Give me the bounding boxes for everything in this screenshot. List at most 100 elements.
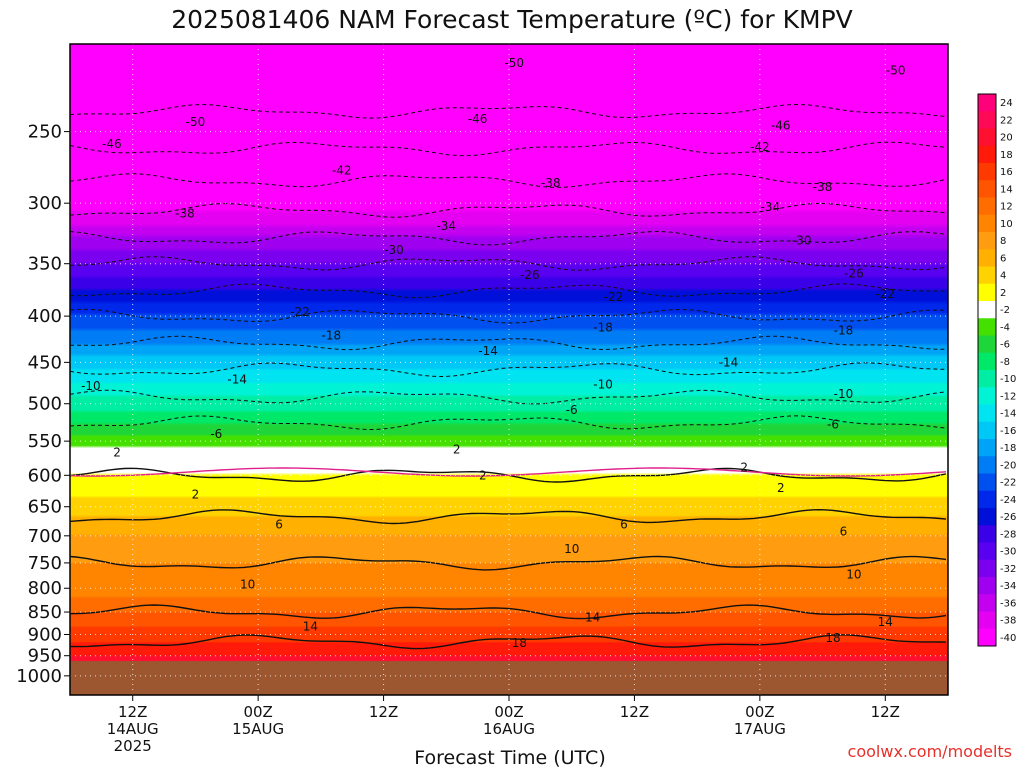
colorbar-swatch <box>978 353 996 371</box>
colorbar-swatch <box>978 94 996 112</box>
colorbar-swatch <box>978 370 996 388</box>
colorbar-label: -38 <box>1000 616 1016 627</box>
colorbar-label: -18 <box>1000 443 1016 454</box>
contour-label: -26 <box>844 267 864 281</box>
x-axis: 12Z14AUG202500Z15AUG12Z 00Z16AUG12Z 00Z17A… <box>107 695 900 755</box>
colorbar-label: -32 <box>1000 564 1016 575</box>
colorbar-label: 18 <box>1000 150 1013 161</box>
x-tick-label: 12Z <box>871 703 900 721</box>
colorbar-label: 6 <box>1000 253 1006 264</box>
chart-title: 2025081406 NAM Forecast Temperature (ºC)… <box>171 5 853 34</box>
colorbar-label: -16 <box>1000 426 1016 437</box>
colorbar-label: -10 <box>1000 374 1016 385</box>
colorbar-swatch <box>978 525 996 543</box>
contour-label: -38 <box>813 180 833 194</box>
y-tick-label: 800 <box>28 578 62 599</box>
colorbar-swatch <box>978 215 996 233</box>
colorbar-label: -30 <box>1000 547 1016 558</box>
contour-label: -34 <box>761 200 781 214</box>
colorbar-swatch <box>978 284 996 302</box>
colorbar-swatch <box>978 560 996 578</box>
colorbar-label: 10 <box>1000 219 1013 230</box>
contour-label: 2 <box>113 445 121 459</box>
contour-label: -22 <box>875 287 895 301</box>
colorbar-label: 2 <box>1000 288 1006 299</box>
contour-label: 18 <box>512 636 527 650</box>
contour-label: -10 <box>834 387 854 401</box>
colorbar-label: -12 <box>1000 391 1016 402</box>
colorbar-label: -4 <box>1000 322 1010 333</box>
y-tick-label: 700 <box>28 526 62 547</box>
y-tick-label: 250 <box>28 122 62 143</box>
contour-label: 6 <box>840 524 848 538</box>
contour-label: -50 <box>886 64 906 78</box>
contour-label: 10 <box>846 567 861 581</box>
contour-label: -14 <box>478 344 498 358</box>
contour-label: 10 <box>564 542 579 556</box>
colorbar-swatch <box>978 180 996 198</box>
colorbar-swatch <box>978 267 996 285</box>
contour-label: 6 <box>620 517 628 531</box>
colorbar-swatch <box>978 422 996 440</box>
contour-label: -18 <box>834 324 854 338</box>
colorbar-swatch <box>978 491 996 509</box>
contour-label: -10 <box>593 377 613 391</box>
colorbar-swatch <box>978 198 996 216</box>
x-axis-label: Forecast Time (UTC) <box>414 747 605 768</box>
colorbar-label: -34 <box>1000 581 1016 592</box>
colorbar-label: -24 <box>1000 495 1016 506</box>
colorbar-swatch <box>978 594 996 612</box>
y-axis: 2503003504004505005506006507007508008509… <box>16 122 70 687</box>
contour-label: -18 <box>322 328 342 342</box>
contour-label: -22 <box>604 290 624 304</box>
y-tick-label: 850 <box>28 602 62 623</box>
y-tick-label: 550 <box>28 431 62 452</box>
contour-label: -6 <box>566 403 578 417</box>
contour-label: 6 <box>275 517 283 531</box>
colorbar-swatch <box>978 612 996 630</box>
contour-label: 2 <box>453 443 461 457</box>
colorbar-swatch <box>978 232 996 250</box>
colorbar-label: 22 <box>1000 115 1013 126</box>
contour-label: -26 <box>520 268 540 282</box>
x-tick-label: 12Z <box>118 703 147 721</box>
y-tick-label: 500 <box>28 394 62 415</box>
colorbar-label: -22 <box>1000 478 1016 489</box>
contour-label: 18 <box>825 631 840 645</box>
x-tick-label: 17AUG <box>734 720 786 738</box>
colorbar-label: 8 <box>1000 236 1006 247</box>
contour-label: -46 <box>102 137 122 151</box>
colorbar-swatch <box>978 405 996 423</box>
contour-label: -46 <box>468 112 488 126</box>
contour-label: 10 <box>240 577 255 591</box>
colorbar-label: -20 <box>1000 460 1016 471</box>
colorbar-label: -14 <box>1000 409 1016 420</box>
contour-label: -34 <box>436 219 456 233</box>
contour-label: -50 <box>186 115 206 129</box>
contour-label: -6 <box>210 427 222 441</box>
contour-label: -50 <box>504 56 524 70</box>
contour-label: -30 <box>792 234 812 248</box>
colorbar-label: 12 <box>1000 202 1013 213</box>
colorbar-label: 20 <box>1000 133 1013 144</box>
x-tick-label: 2025 <box>114 737 152 755</box>
contour-label: 2 <box>777 481 785 495</box>
credit-link[interactable]: coolwx.com/modelts <box>848 742 1012 761</box>
colorbar-label: -40 <box>1000 633 1016 644</box>
colorbar-label: -26 <box>1000 512 1016 523</box>
x-tick-label: 14AUG <box>107 720 159 738</box>
colorbar-label: 14 <box>1000 184 1013 195</box>
contour-label: -10 <box>81 379 101 393</box>
colorbar-swatch <box>978 111 996 129</box>
colorbar-swatch <box>978 439 996 457</box>
colorbar: 24 22 20 18 16 14 12 10 8 6 4 2 -2 -4 -6 -8 -10 -12 -14 -16… <box>978 94 1016 647</box>
colorbar-swatch <box>978 249 996 267</box>
colorbar-swatch <box>978 336 996 354</box>
contour-label: 14 <box>303 620 318 634</box>
x-tick-label: 16AUG <box>483 720 535 738</box>
colorbar-swatch <box>978 129 996 147</box>
y-tick-label: 1000 <box>16 666 62 687</box>
contour-label: -38 <box>175 207 195 221</box>
contour-label: -22 <box>290 305 310 319</box>
x-tick-label: 15AUG <box>232 720 284 738</box>
